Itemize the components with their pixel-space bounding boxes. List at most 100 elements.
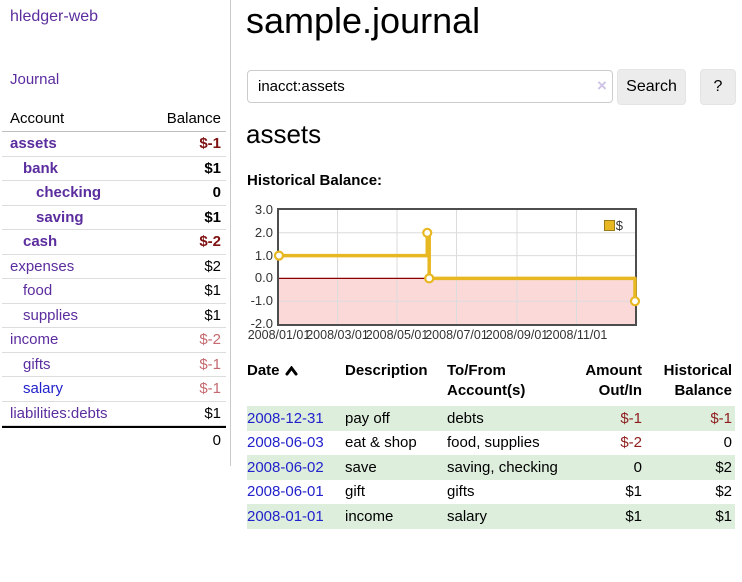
cell-accounts: food, supplies (447, 434, 540, 451)
account-link[interactable]: liabilities:debts (10, 404, 108, 422)
account-link[interactable]: assets (10, 135, 57, 153)
accounts-col-account: Account (10, 110, 65, 127)
x-axis-tick: 2008/05/01 (365, 328, 429, 342)
cell-date: 2008-01-01 (247, 504, 345, 529)
account-row: cash $-2 (2, 230, 226, 255)
cell-amount: $1 (625, 483, 642, 500)
cell-balance: $2 (715, 458, 732, 476)
search-button[interactable]: Search (617, 69, 686, 105)
account-balance: $1 (204, 208, 221, 226)
accounts-total-row: 0 (2, 426, 226, 453)
accounts-col-balance: Balance (166, 110, 221, 127)
account-row: checking 0 (2, 181, 226, 206)
account-link[interactable]: supplies (23, 306, 79, 324)
account-balance: $2 (204, 257, 221, 275)
balance-chart: $ 3.0 2.0 1.0 0.0 -1.0 -2.0 2008/01/01 2008/03/… (247, 196, 677, 348)
accounts-total-value: 0 (212, 432, 221, 449)
account-row: food $1 (2, 279, 226, 304)
account-row: income $-2 (2, 328, 226, 353)
transaction-date-link[interactable]: 2008-06-02 (247, 458, 324, 476)
legend-swatch (603, 220, 615, 231)
cell-amount: $-1 (620, 409, 642, 427)
account-link[interactable]: salary (23, 380, 64, 398)
account-link[interactable]: bank (23, 159, 59, 177)
cell-description: gift (345, 483, 366, 500)
clear-search-icon[interactable]: × (597, 76, 607, 95)
account-balance: $1 (204, 306, 221, 324)
legend-label: $ (615, 218, 623, 233)
cell-description: save (345, 458, 377, 476)
cell-accounts: salary (447, 507, 488, 525)
register-tbody: 2008-12-31 pay off debts $-1 $-1 2008-06-03 ea… (247, 406, 735, 529)
cell-date: 2008-06-03 (247, 431, 345, 456)
register-col-date[interactable]: Date (247, 361, 345, 406)
cell-balance: $1 (715, 507, 732, 525)
register-row: 2008-06-02 save saving, checking 0 $2 (247, 455, 735, 480)
help-button[interactable]: ? (700, 69, 736, 105)
cell-amount: 0 (633, 458, 642, 476)
account-link[interactable]: expenses (10, 257, 75, 275)
cell-description: income (345, 507, 394, 525)
chart-plot: $ (273, 208, 641, 326)
y-axis-tick: 2.0 (254, 224, 273, 240)
cell-accounts: saving, checking (447, 458, 558, 476)
account-link[interactable]: checking (36, 184, 102, 202)
account-balance: $1 (204, 404, 221, 422)
register-col-amount: Amount Out/In (585, 362, 642, 399)
cell-date: 2008-12-31 (247, 406, 345, 431)
page-title: sample.journal (246, 0, 481, 41)
chart-legend: $ (603, 218, 623, 233)
transaction-date-link[interactable]: 2008-12-31 (247, 409, 324, 427)
app-title-link[interactable]: hledger-web (10, 8, 99, 25)
account-balance: $-2 (199, 331, 221, 349)
cell-balance: 0 (723, 434, 732, 451)
account-row: expenses $2 (2, 255, 226, 279)
accounts-table-header: Account Balance (2, 106, 226, 132)
register-col-description: Description (345, 362, 428, 379)
account-row: salary $-1 (2, 377, 226, 402)
transaction-date-link[interactable]: 2008-06-03 (247, 434, 324, 451)
account-link[interactable]: gifts (23, 355, 51, 373)
account-row: bank $1 (2, 157, 226, 181)
cell-accounts: gifts (447, 483, 475, 500)
account-balance: $-1 (199, 380, 221, 398)
x-axis-tick: 2008/03/01 (306, 328, 369, 342)
search-input[interactable] (247, 70, 613, 103)
register-col-balance: Historical Balance (663, 362, 732, 399)
cell-description: pay off (345, 409, 390, 427)
x-axis-tick: 2008/09/01 (485, 328, 549, 342)
cell-balance: $2 (715, 483, 732, 500)
chart-title: Historical Balance: (247, 172, 383, 189)
transaction-date-link[interactable]: 2008-06-01 (247, 483, 324, 500)
account-balance: $1 (204, 282, 221, 300)
cell-description: eat & shop (345, 434, 417, 451)
register-row: 2008-06-01 gift gifts $1 $2 (247, 480, 735, 505)
x-axis-tick: 2008/07/01 (425, 328, 488, 342)
cell-date: 2008-06-02 (247, 455, 345, 480)
register-col-tofrom: To/From Account(s) (447, 362, 526, 399)
accounts-table: Account Balance assets $-1 bank $1 checking 0… (2, 106, 226, 453)
y-axis-tick: 3.0 (254, 202, 273, 217)
cell-balance: $-1 (710, 409, 732, 427)
cell-amount: $1 (625, 507, 642, 525)
account-link[interactable]: income (10, 331, 59, 349)
chart-canvas (273, 210, 641, 324)
register-table: Date Description To/From Account(s) Amou… (247, 361, 735, 529)
account-row: saving $1 (2, 206, 226, 230)
sidebar-item-journal[interactable]: Journal (10, 71, 60, 88)
register-row: 2008-06-03 eat & shop food, supplies $-2 0 (247, 431, 735, 456)
x-axis-tick: 2008/11/01 (545, 328, 608, 342)
account-balance: $-2 (199, 233, 221, 251)
account-balance: $1 (204, 159, 221, 177)
account-link[interactable]: cash (23, 233, 58, 251)
cell-date: 2008-06-01 (247, 480, 345, 505)
account-balance: $-1 (199, 135, 221, 153)
account-heading: assets (246, 119, 322, 149)
x-axis-tick: 2008/01/01 (247, 328, 311, 342)
account-link[interactable]: saving (36, 208, 84, 226)
transaction-date-link[interactable]: 2008-01-01 (247, 507, 324, 525)
account-link[interactable]: food (23, 282, 53, 300)
y-axis-tick: 1.0 (254, 247, 273, 263)
account-row: assets $-1 (2, 132, 226, 157)
register-row: 2008-12-31 pay off debts $-1 $-1 (247, 406, 735, 431)
